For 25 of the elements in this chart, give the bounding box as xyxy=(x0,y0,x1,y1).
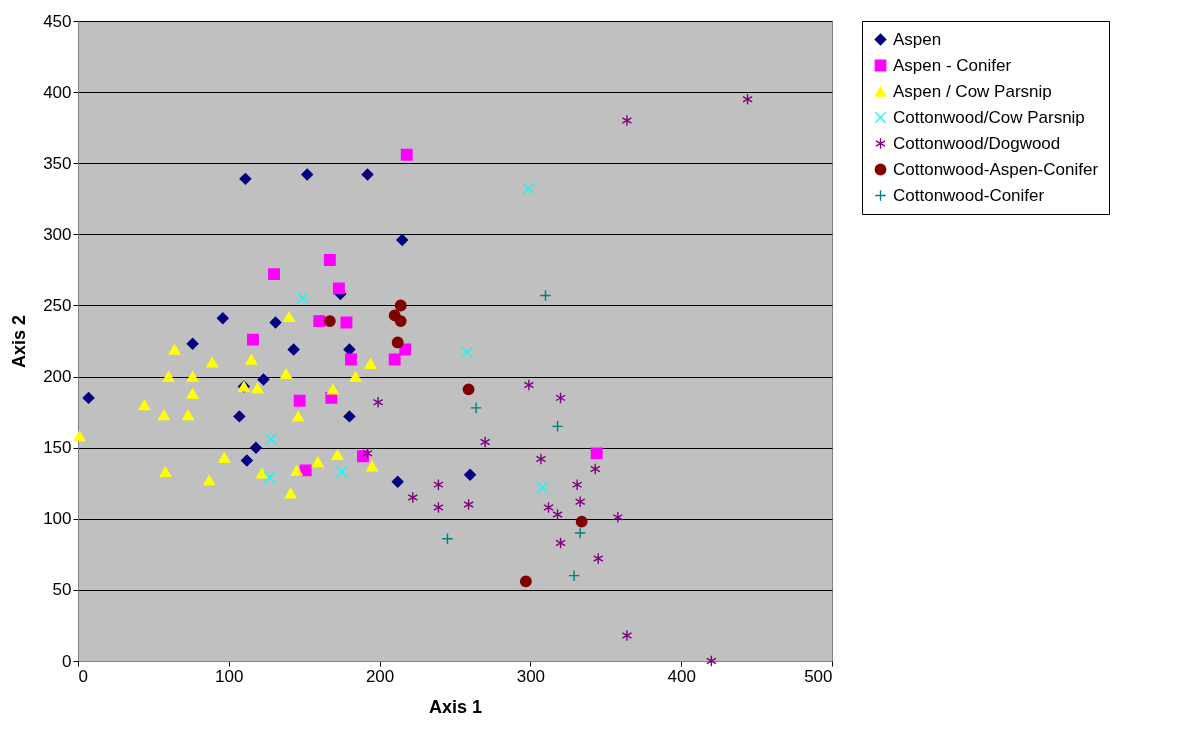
x-tick-label: 0 xyxy=(78,666,88,686)
legend-label: Aspen / Cow Parsnip xyxy=(893,81,1052,101)
y-tick-label: 100 xyxy=(43,509,72,529)
legend-label: Cottonwood/Dogwood xyxy=(893,133,1061,153)
legend-label: Aspen xyxy=(893,29,942,49)
y-axis-title: Axis 2 xyxy=(9,314,30,369)
legend-label: Cottonwood-Aspen-Conifer xyxy=(893,159,1099,179)
x-tick-label: 300 xyxy=(516,666,546,686)
y-tick-label: 0 xyxy=(62,651,72,671)
y-tick-label: 300 xyxy=(43,224,72,244)
y-tick-label: 350 xyxy=(43,153,72,173)
legend-label: Cottonwood-Conifer xyxy=(893,185,1045,205)
y-tick-label: 400 xyxy=(43,82,72,102)
x-tick-label: 200 xyxy=(365,666,395,686)
x-tick-label: 500 xyxy=(804,666,833,686)
y-tick-label: 150 xyxy=(43,438,72,458)
y-tick-label: 450 xyxy=(43,11,72,31)
y-tick-label: 200 xyxy=(43,367,72,387)
legend-label: Cottonwood/Cow Parsnip xyxy=(893,107,1085,127)
y-tick-label: 50 xyxy=(52,580,72,600)
y-tick-label: 250 xyxy=(43,295,72,315)
x-tick-label: 100 xyxy=(215,666,244,686)
x-tick-label: 400 xyxy=(667,666,696,686)
legend-label: Aspen - Conifer xyxy=(893,55,1012,75)
x-axis-title: Axis 1 xyxy=(428,696,483,717)
